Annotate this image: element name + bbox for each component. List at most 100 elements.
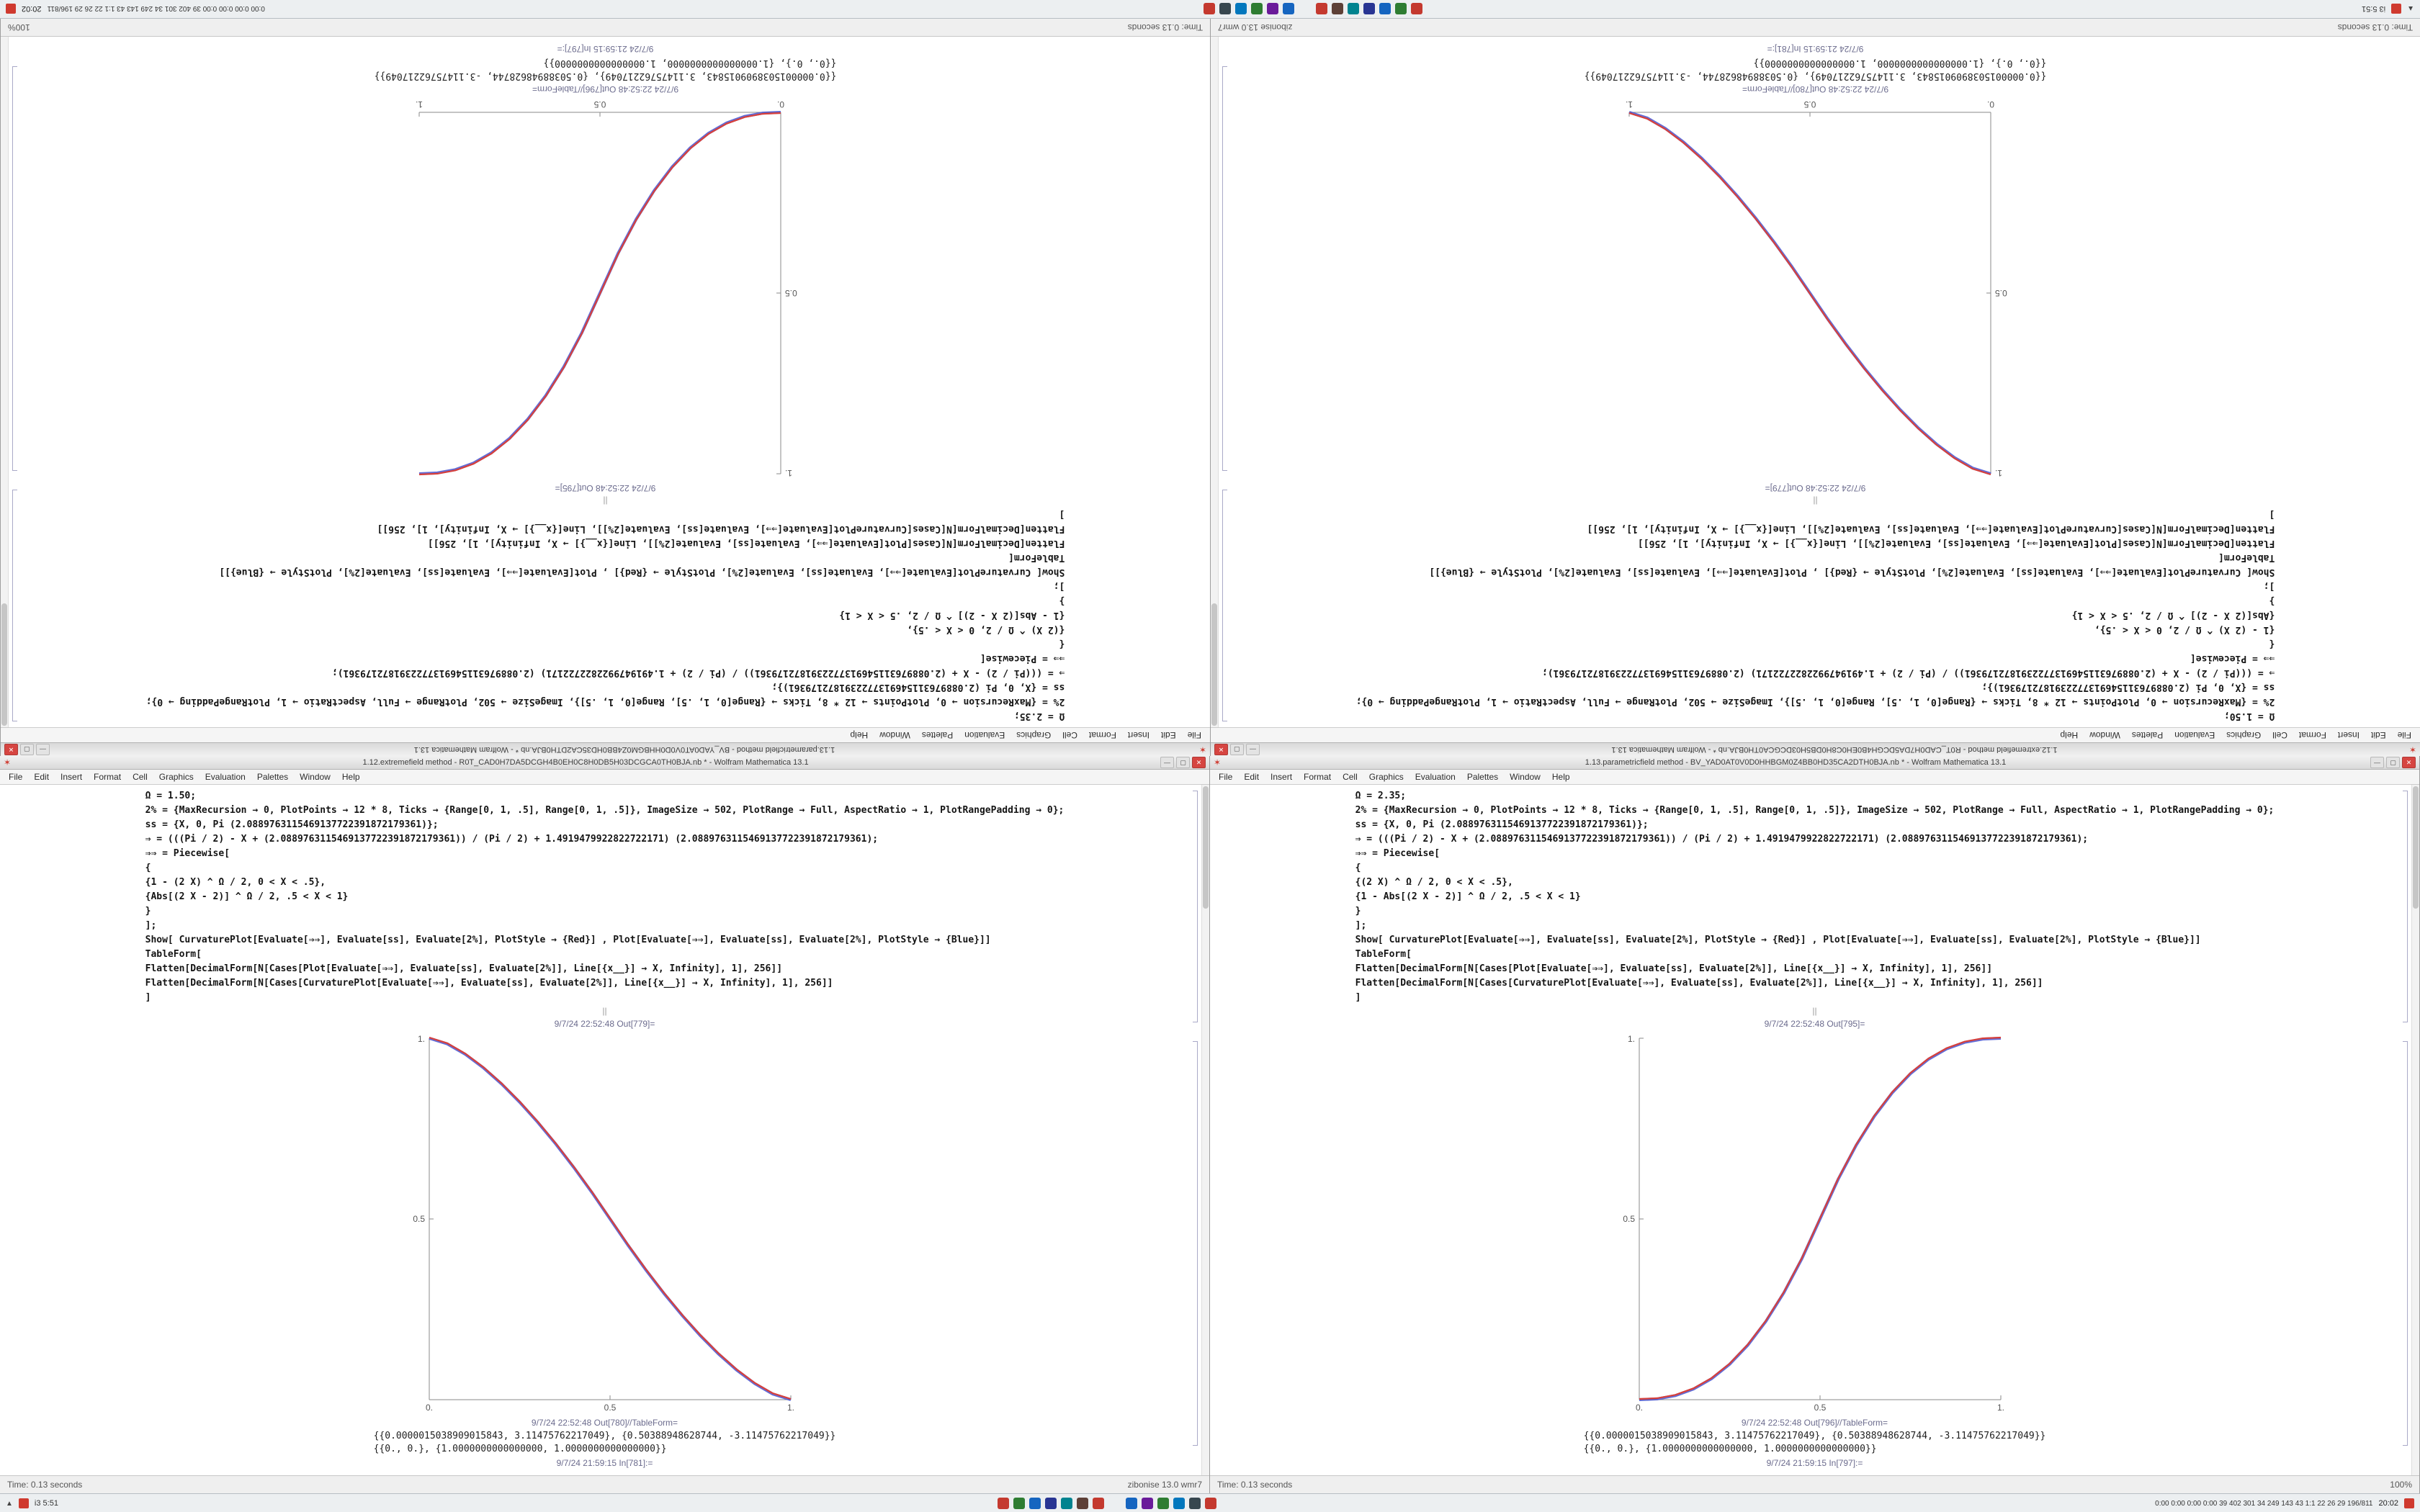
cell-bracket[interactable] — [12, 490, 17, 721]
code-line[interactable]: TableForm[ — [145, 949, 202, 960]
taskbar-alert-icon[interactable] — [2404, 1498, 2414, 1508]
menu-item[interactable]: Edit — [1160, 730, 1176, 740]
tray-app-icon[interactable] — [1173, 1498, 1185, 1509]
tray-app-icon[interactable] — [1076, 1498, 1088, 1509]
code-line[interactable]: ] — [1059, 509, 1065, 520]
tray-app-icon[interactable] — [1125, 1498, 1137, 1509]
menu-item[interactable]: Evaluation — [964, 730, 1005, 740]
code-line[interactable]: Flatten[DecimalForm[N[Cases[Plot[Evaluat… — [1637, 538, 2275, 549]
menu-item[interactable]: Palettes — [256, 772, 289, 782]
scrollbar[interactable] — [1201, 785, 1209, 1475]
tray-app-icon[interactable] — [1235, 3, 1247, 14]
tray-app-icon[interactable] — [1363, 3, 1376, 14]
minimize-button[interactable]: — — [36, 744, 50, 755]
code-line[interactable]: } — [145, 906, 151, 917]
code-line[interactable]: Flatten[DecimalForm[N[Cases[Plot[Evaluat… — [1355, 963, 1993, 974]
menu-item[interactable]: File — [9, 772, 23, 782]
tray-app-icon[interactable] — [1141, 1498, 1153, 1509]
close-button[interactable]: ✕ — [2402, 757, 2416, 768]
scrollbar[interactable] — [1, 37, 9, 727]
close-button[interactable]: ✕ — [1214, 744, 1228, 755]
code-line[interactable]: {(2 X) ^ Ω / 2, 0 < X < .5}, — [907, 624, 1065, 635]
cell-divider[interactable]: || — [1812, 1006, 1817, 1016]
code-line[interactable]: ⇒⇒ = Piecewise[ — [145, 848, 230, 859]
code-line[interactable]: Flatten[DecimalForm[N[Cases[CurvaturePlo… — [1355, 978, 2043, 989]
code-line[interactable]: 2% = {MaxRecursion → 0, PlotPoints → 12 … — [1355, 696, 2275, 707]
menu-item[interactable]: Help — [341, 772, 360, 782]
code-line[interactable]: } — [1059, 595, 1065, 606]
menu-item[interactable]: Graphics — [1016, 730, 1052, 740]
code-line[interactable]: ⇒⇒ = Piecewise[ — [1355, 848, 1440, 859]
code-line[interactable]: ]; — [1355, 920, 1367, 931]
show-desktop-icon[interactable]: ▲ — [6, 1499, 13, 1508]
code-line[interactable]: {1 - (2 X) ^ Ω / 2, 0 < X < .5}, — [2094, 624, 2275, 635]
notebook-content[interactable]: Ω = 1.50; 2% = {MaxRecursion → 0, PlotPoi… — [0, 785, 1209, 1475]
code-line[interactable]: } — [1355, 906, 1361, 917]
code-line[interactable]: ⇒⇒ = Piecewise[ — [2190, 653, 2275, 664]
tray-app-icon[interactable] — [1044, 1498, 1057, 1509]
code-line[interactable]: {1 - (2 X) ^ Ω / 2, 0 < X < .5}, — [145, 877, 326, 888]
show-desktop-icon[interactable]: ▲ — [2407, 4, 2414, 13]
code-line[interactable]: ]; — [1053, 581, 1065, 592]
menu-item[interactable]: File — [2397, 730, 2411, 740]
code-line[interactable]: ss = {X, 0, Pi (2.0889763115469137722391… — [771, 682, 1065, 693]
minimize-button[interactable]: — — [2370, 757, 2384, 768]
taskbar-alert-icon[interactable] — [6, 4, 16, 14]
scrollbar[interactable] — [2411, 785, 2419, 1475]
input-cell[interactable]: Ω = 2.35; 2% = {MaxRecursion → 0, PlotPoi… — [1355, 789, 2275, 1005]
menu-item[interactable]: Format — [2298, 730, 2326, 740]
code-line[interactable]: Show[ CurvaturePlot[Evaluate[⇒⇒], Evalua… — [1355, 935, 2201, 945]
cell-bracket[interactable] — [1193, 791, 1198, 1022]
tray-app-icon[interactable] — [1013, 1498, 1025, 1509]
menu-item[interactable]: Format — [94, 772, 122, 782]
tray-app-icon[interactable] — [1204, 1498, 1216, 1509]
menu-item[interactable]: Edit — [2370, 730, 2386, 740]
menu-item[interactable]: Window — [879, 730, 910, 740]
menu-item[interactable]: Window — [1510, 772, 1541, 782]
code-line[interactable]: 2% = {MaxRecursion → 0, PlotPoints → 12 … — [145, 696, 1065, 707]
scrollbar-thumb[interactable] — [1203, 786, 1209, 909]
code-line[interactable]: Show[ CurvaturePlot[Evaluate[⇒⇒], Evalua… — [1429, 567, 2275, 577]
code-line[interactable]: ⇒ = (((Pi / 2) - X + (2.0889763115469137… — [145, 834, 879, 845]
menu-item[interactable]: Insert — [2337, 730, 2360, 740]
menu-item[interactable]: Help — [2060, 730, 2079, 740]
menu-item[interactable]: Help — [1551, 772, 1570, 782]
code-line[interactable]: {(2 X) ^ Ω / 2, 0 < X < .5}, — [1355, 877, 1513, 888]
code-line[interactable]: ⇒⇒ = Piecewise[ — [980, 653, 1065, 664]
code-line[interactable]: {Abs[(2 X - 2)] ^ Ω / 2, .5 < X < 1} — [145, 891, 349, 902]
code-line[interactable]: TableForm[ — [1008, 552, 1065, 563]
cell-divider[interactable]: || — [1813, 496, 1818, 506]
input-cell[interactable]: Ω = 2.35; 2% = {MaxRecursion → 0, PlotPoi… — [146, 507, 1065, 723]
tray-app-icon[interactable] — [1332, 3, 1344, 14]
tray-app-icon[interactable] — [1379, 3, 1392, 14]
code-line[interactable]: Show[ CurvaturePlot[Evaluate[⇒⇒], Evalua… — [219, 567, 1065, 577]
menu-item[interactable]: Evaluation — [2174, 730, 2215, 740]
code-line[interactable]: ]; — [2263, 581, 2275, 592]
code-line[interactable]: ] — [145, 992, 151, 1003]
code-line[interactable]: Ω = 2.35; — [1013, 711, 1065, 721]
menu-item[interactable]: Palettes — [921, 730, 954, 740]
cell-bracket[interactable] — [1222, 66, 1227, 471]
scrollbar-thumb[interactable] — [1, 603, 7, 726]
menu-item[interactable]: Edit — [1244, 772, 1260, 782]
code-line[interactable]: Flatten[DecimalForm[N[Cases[CurvaturePlo… — [377, 523, 1065, 534]
scrollbar-thumb[interactable] — [2413, 786, 2419, 909]
tray-app-icon[interactable] — [997, 1498, 1009, 1509]
menu-item[interactable]: Insert — [60, 772, 83, 782]
code-line[interactable]: Ω = 2.35; — [1355, 791, 1407, 801]
menu-item[interactable]: Palettes — [2131, 730, 2164, 740]
input-cell[interactable]: Ω = 1.50; 2% = {MaxRecursion → 0, PlotPoi… — [1356, 507, 2275, 723]
menu-item[interactable]: Cell — [1343, 772, 1358, 782]
menu-item[interactable]: Window — [2089, 730, 2120, 740]
minimize-button[interactable]: — — [1246, 744, 1260, 755]
minimize-button[interactable]: — — [1160, 757, 1174, 768]
scrollbar[interactable] — [1211, 37, 1219, 727]
cell-divider[interactable]: || — [602, 1006, 607, 1016]
code-line[interactable]: 2% = {MaxRecursion → 0, PlotPoints → 12 … — [1355, 805, 2275, 816]
code-line[interactable]: Flatten[DecimalForm[N[Cases[CurvaturePlo… — [1587, 523, 2275, 534]
code-line[interactable]: ] — [2269, 509, 2275, 520]
close-button[interactable]: ✕ — [1192, 757, 1206, 768]
code-line[interactable]: { — [1355, 863, 1361, 873]
menu-item[interactable]: Help — [850, 730, 869, 740]
menu-item[interactable]: Cell — [1062, 730, 1077, 740]
